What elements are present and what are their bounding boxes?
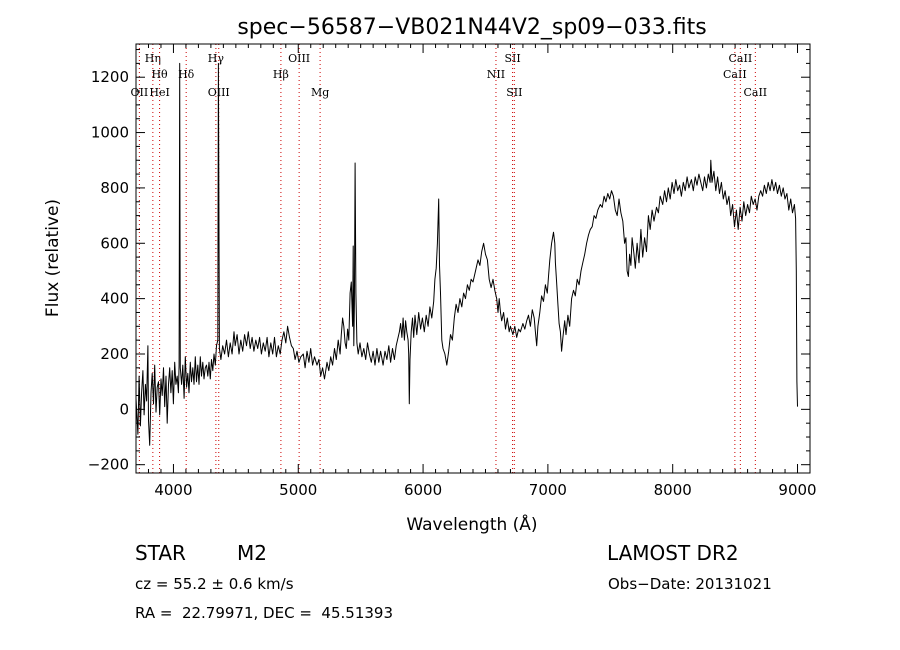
y-tick-label: 800 [100,179,129,197]
line-label: NII [487,68,505,81]
observation-date: Obs−Date: 20131021 [608,575,772,593]
coordinates: RA = 22.79971, DEC = 45.51393 [135,604,394,622]
line-label: CaII [743,86,767,99]
line-label: OII [131,86,149,99]
line-label: Mg [311,86,329,99]
line-label: Hβ [273,68,289,81]
y-tick-label: 1200 [91,68,129,86]
x-axis-label: Wavelength (Å) [406,513,537,535]
axes: 4000 5000 6000 7000 8000 9000 −200 0 200 400 600 80… [88,44,817,499]
line-label: SII [506,86,522,99]
survey-name: LAMOST DR2 [607,541,739,565]
y-tick-label: 600 [100,234,129,252]
line-label: CaII [723,68,747,81]
line-label: Hγ [208,52,225,65]
line-label: Hθ [151,68,168,81]
spectrum-series [135,62,798,446]
emission-line-markers: OIIHηHθHeIHδHγOIIIHβOIIIMgNIISIISIICaIIC… [131,44,767,473]
x-tick-label: 5000 [279,481,317,499]
y-tick-label: 200 [100,345,129,363]
y-tick-label: −200 [88,456,129,474]
x-tick-label: 9000 [778,481,816,499]
x-tick-label: 7000 [529,481,567,499]
object-class: STAR [135,541,186,565]
x-tick-label: 8000 [654,481,692,499]
y-tick-label: 1000 [91,124,129,142]
object-subclass: M2 [237,541,267,565]
y-tick-label: 400 [100,290,129,308]
line-label: SII [504,52,520,65]
redshift-value: cz = 55.2 ± 0.6 km/s [135,575,294,593]
line-label: Hη [145,52,161,65]
x-tick-label: 6000 [404,481,442,499]
line-label: CaII [729,52,753,65]
x-tick-label: 4000 [154,481,192,499]
spectrum-line [135,62,798,446]
y-axis-label: Flux (relative) [43,199,63,317]
line-label: Hδ [178,68,195,81]
chart-title: spec−56587−VB021N44V2_sp09−033.fits [237,15,706,40]
plot-frame [135,43,811,474]
line-label: OIII [288,52,310,65]
y-tick-label: 0 [119,400,129,418]
line-label: HeI [149,86,169,99]
